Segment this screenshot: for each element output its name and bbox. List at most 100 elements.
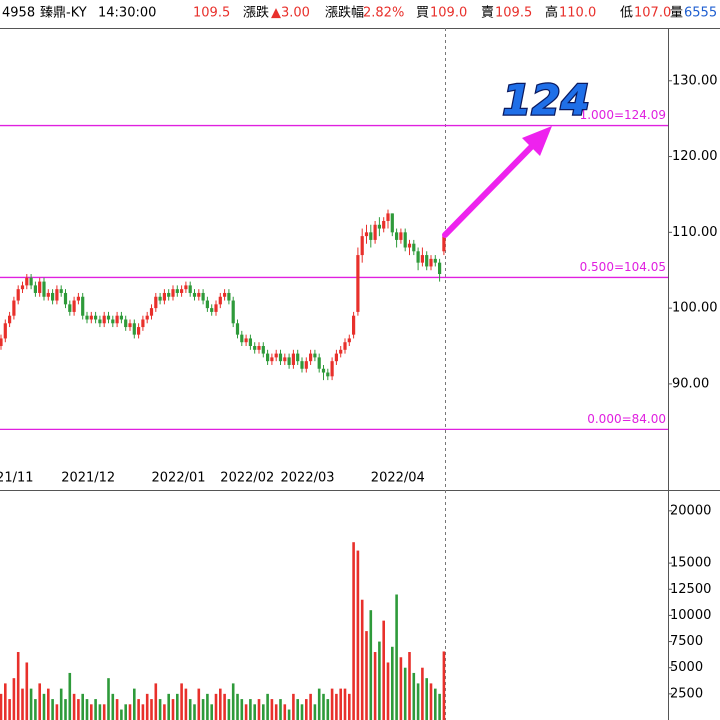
volume-bar [442, 651, 446, 720]
candle-body [321, 368, 326, 373]
x-tick-label: 2022/02 [220, 471, 274, 486]
candle-body [235, 323, 240, 335]
y-tick-label: 15000 [670, 556, 711, 571]
volume-bar [163, 704, 166, 720]
volume-bar [240, 699, 244, 720]
plot: 90.00 100.00 110.00 120.00 130.00 2021/11 2021… [0, 73, 718, 720]
volume-bar [128, 704, 132, 720]
candle-body [175, 289, 179, 293]
volume-bar [391, 646, 394, 720]
field-value: 107.0 [634, 6, 671, 21]
candle-body [330, 361, 334, 377]
x-tick-label: 2022/01 [152, 471, 206, 486]
volume-bar [47, 688, 50, 720]
volume-bar [16, 652, 20, 720]
candle-body [63, 292, 68, 305]
field-label: 漲跌幅 [325, 5, 364, 21]
field-value: ▲3.00 [271, 6, 310, 21]
volume-bar [266, 693, 269, 720]
candle-body [171, 289, 175, 297]
volume-bar [236, 693, 239, 720]
candle-body [412, 243, 416, 252]
candle-body [257, 346, 261, 350]
volume-bar [416, 683, 420, 720]
volume-bar [253, 704, 256, 720]
candle-body [291, 353, 295, 365]
volume-bar [38, 683, 41, 720]
candle-body [141, 319, 145, 328]
field-value: 109.0 [430, 6, 467, 21]
volume-bar [274, 704, 278, 720]
candle-body [124, 319, 128, 328]
volume-bar [81, 693, 84, 720]
volume-bar [55, 704, 59, 720]
volume-bar [408, 652, 411, 720]
candle-body [137, 327, 141, 335]
candle-body [197, 292, 201, 297]
candle-body [20, 285, 25, 290]
level-label: 0.000=84.00 [587, 412, 666, 426]
candle-body [145, 315, 149, 320]
volume-bar [382, 620, 385, 720]
y-tick-label: 130.00 [672, 73, 718, 88]
candle-body [201, 292, 205, 301]
volume-bar [8, 699, 11, 720]
volume-bar [425, 678, 428, 720]
volume-bar [137, 699, 140, 720]
y-tick-label: 120.00 [672, 149, 718, 164]
field-label: 買 [416, 6, 429, 21]
volume-bar [395, 594, 398, 720]
candle-body [158, 296, 162, 301]
candle-body [89, 315, 93, 320]
volume-bar [257, 699, 261, 720]
candle-body [55, 289, 59, 301]
volume-bar [145, 693, 149, 720]
candle-body [425, 255, 429, 267]
volume-bar [309, 693, 312, 720]
candle-body [317, 357, 321, 369]
volume-bar [356, 550, 360, 720]
candle-body [373, 224, 377, 240]
candle-body [59, 289, 63, 293]
candle-body [98, 319, 102, 324]
candle-body [149, 308, 154, 316]
candle-body [334, 353, 338, 362]
volume-bar [326, 699, 330, 720]
candle-body [442, 236, 446, 252]
candle-body [429, 258, 433, 267]
volume-bar [90, 704, 93, 720]
candle-body [438, 262, 442, 275]
volume-bar [249, 699, 252, 720]
volume-bar [214, 693, 218, 720]
volume-bar [111, 693, 115, 720]
candle-body [115, 315, 119, 324]
volume-bar [386, 662, 390, 720]
volume-bar [201, 699, 205, 720]
volume-bar [339, 688, 342, 720]
candle-body [248, 338, 252, 347]
candle-body [244, 338, 248, 343]
volume-bar [94, 699, 97, 720]
candle-body [167, 292, 171, 297]
candle-body [395, 232, 399, 240]
candle-body [240, 334, 244, 343]
volume-bar [150, 699, 153, 720]
candle-body [326, 372, 330, 377]
y-tick-label: 110.00 [672, 225, 718, 240]
candle-body [162, 292, 166, 301]
volume-bar [403, 667, 407, 720]
candle-body [184, 285, 188, 290]
volume-bar [188, 699, 192, 720]
candle-body [274, 353, 278, 358]
volume-bar [313, 704, 317, 720]
candle-body [309, 353, 313, 362]
arrow-head [522, 126, 552, 156]
volume-bar [317, 688, 321, 720]
volume-bar [373, 652, 377, 720]
volume-bar [378, 641, 381, 720]
candle-body [128, 323, 132, 328]
candle-body [347, 338, 351, 343]
candle-body [416, 251, 420, 263]
field-label: 賣 [481, 6, 494, 21]
